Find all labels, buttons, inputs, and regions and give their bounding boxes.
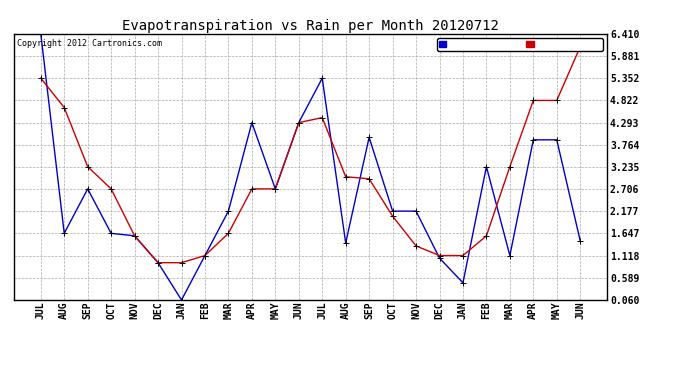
Title: Evapotranspiration vs Rain per Month 20120712: Evapotranspiration vs Rain per Month 201… — [122, 19, 499, 33]
Text: Copyright 2012 Cartronics.com: Copyright 2012 Cartronics.com — [17, 39, 161, 48]
Legend: Rain  (Inches), ET  (Inches): Rain (Inches), ET (Inches) — [437, 38, 602, 51]
